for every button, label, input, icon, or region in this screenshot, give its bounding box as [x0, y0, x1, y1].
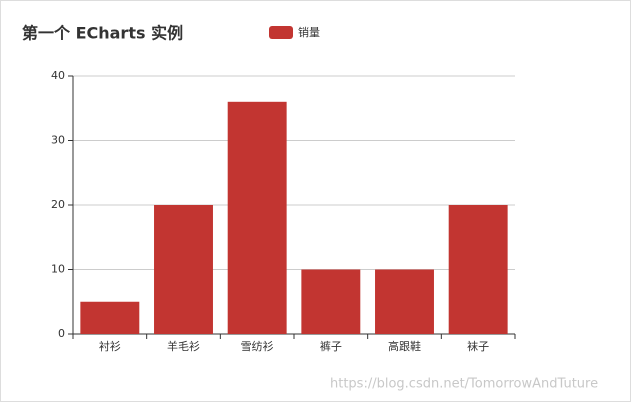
legend-label: 销量 — [298, 25, 320, 39]
y-tick-label: 10 — [51, 263, 65, 276]
bar — [80, 301, 140, 334]
x-tick-label: 裤子 — [320, 339, 342, 353]
y-tick-label: 0 — [58, 327, 65, 340]
bar — [301, 269, 361, 334]
x-tick-label: 雪纺衫 — [241, 339, 274, 353]
legend-swatch — [269, 26, 293, 39]
bar — [154, 205, 213, 334]
x-tick-label: 高跟鞋 — [388, 339, 421, 353]
x-tick-label: 羊毛衫 — [167, 339, 200, 353]
y-tick-label: 40 — [51, 69, 65, 82]
bar — [227, 101, 287, 334]
chart-title: 第一个 ECharts 实例 — [22, 24, 183, 43]
y-tick-label: 20 — [51, 198, 65, 211]
x-tick-label: 袜子 — [467, 339, 489, 353]
y-tick-label: 30 — [51, 134, 65, 147]
bar — [375, 269, 434, 334]
bar — [448, 205, 508, 334]
x-tick-label: 衬衫 — [99, 340, 121, 353]
watermark: https://blog.csdn.net/TomorrowAndTuture — [330, 377, 598, 392]
